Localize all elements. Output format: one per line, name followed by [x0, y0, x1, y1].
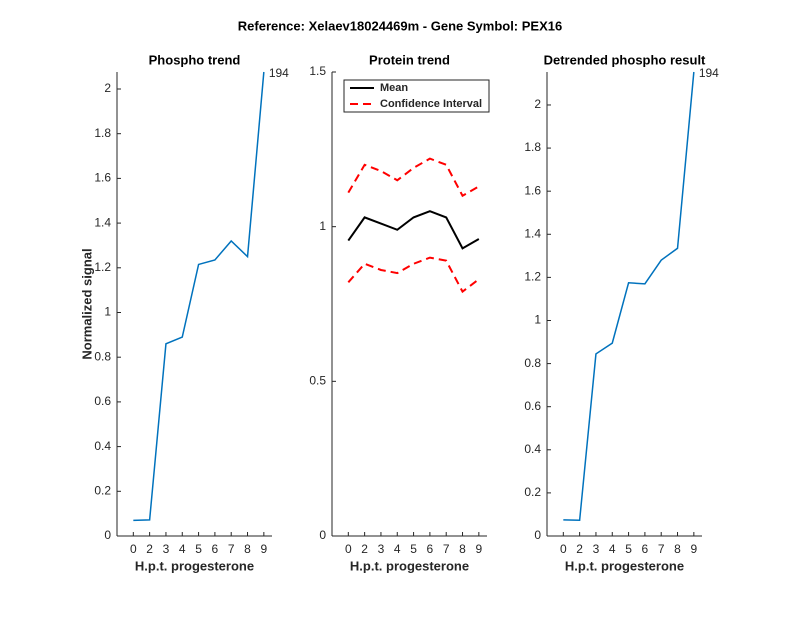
x-tick-label: 4	[609, 542, 616, 556]
y-tick-label: 0	[534, 528, 541, 542]
subplot-title: Protein trend	[369, 52, 450, 67]
y-tick-label: 0.8	[524, 356, 541, 370]
x-tick-label: 3	[163, 542, 170, 556]
figure-title: Reference: Xelaev18024469m - Gene Symbol…	[238, 18, 562, 33]
y-tick-label: 1	[104, 305, 111, 319]
y-tick-label: 0.2	[524, 485, 541, 499]
legend-label: Mean	[380, 82, 408, 94]
y-axis-label: Normalized signal	[79, 248, 94, 359]
x-axis-label: H.p.t. progesterone	[565, 558, 684, 573]
y-tick-label: 1.2	[524, 270, 541, 284]
x-tick-label: 2	[576, 542, 583, 556]
y-tick-label: 2	[534, 97, 541, 111]
y-tick-label: 1.6	[524, 183, 541, 197]
y-tick-label: 1	[319, 219, 326, 233]
y-tick-label: 1.2	[94, 260, 111, 274]
x-tick-label: 2	[361, 542, 368, 556]
x-tick-label: 9	[690, 542, 697, 556]
legend-box	[343, 79, 490, 113]
x-tick-label: 3	[378, 542, 385, 556]
y-tick-label: 0	[104, 528, 111, 542]
legend-label: Confidence Interval	[380, 98, 482, 110]
y-tick-label: 0.4	[94, 439, 111, 453]
x-tick-label: 7	[443, 542, 450, 556]
x-tick-label: 5	[410, 542, 417, 556]
x-tick-label: 8	[459, 542, 466, 556]
annotation: 194	[699, 66, 719, 80]
x-tick-label: 6	[427, 542, 434, 556]
x-tick-label: 0	[560, 542, 567, 556]
y-tick-label: 1.8	[524, 140, 541, 154]
y-tick-label: 0.2	[94, 483, 111, 497]
y-tick-label: 1.4	[94, 215, 111, 229]
x-tick-label: 0	[345, 542, 352, 556]
x-tick-label: 5	[625, 542, 632, 556]
subplot-title: Detrended phospho result	[544, 52, 706, 67]
data-line	[133, 71, 265, 522]
x-tick-label: 6	[642, 542, 649, 556]
y-tick-label: 0.5	[309, 374, 326, 388]
x-tick-label: 4	[394, 542, 401, 556]
annotation: 194	[269, 66, 289, 80]
y-tick-label: 0.6	[524, 399, 541, 413]
x-tick-label: 7	[658, 542, 665, 556]
data-line	[563, 71, 695, 522]
y-tick-label: 0.8	[94, 349, 111, 363]
y-tick-label: 1.8	[94, 126, 111, 140]
x-axis-label: H.p.t. progesterone	[350, 558, 469, 573]
y-tick-label: 0.4	[524, 442, 541, 456]
data-line	[347, 210, 480, 250]
y-tick-label: 1.4	[524, 226, 541, 240]
x-tick-label: 6	[212, 542, 219, 556]
x-tick-label: 8	[244, 542, 251, 556]
y-tick-label: 0.6	[94, 394, 111, 408]
x-tick-label: 7	[228, 542, 235, 556]
x-tick-label: 2	[146, 542, 153, 556]
x-tick-label: 9	[475, 542, 482, 556]
x-tick-label: 9	[260, 542, 267, 556]
x-tick-label: 5	[195, 542, 202, 556]
x-tick-label: 3	[593, 542, 600, 556]
y-tick-label: 1.6	[94, 171, 111, 185]
x-tick-label: 4	[179, 542, 186, 556]
y-tick-label: 2	[104, 81, 111, 95]
y-tick-label: 0	[319, 528, 326, 542]
lower-bound-line	[347, 256, 480, 294]
x-tick-label: 8	[674, 542, 681, 556]
subplot-title: Phospho trend	[149, 52, 241, 67]
y-tick-label: 1	[534, 313, 541, 327]
x-tick-label: 0	[130, 542, 137, 556]
y-tick-label: 1.5	[309, 64, 326, 78]
x-axis-label: H.p.t. progesterone	[135, 558, 254, 573]
upper-bound-line	[347, 157, 480, 198]
